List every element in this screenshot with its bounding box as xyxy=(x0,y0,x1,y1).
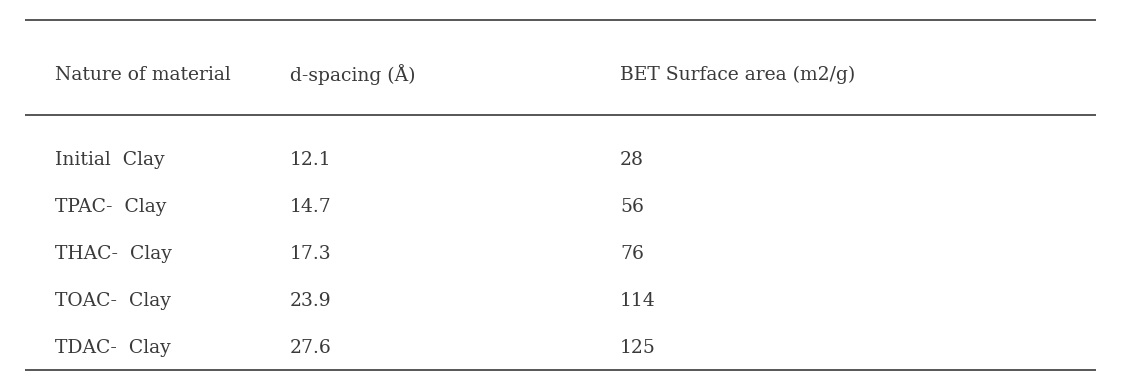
Text: 14.7: 14.7 xyxy=(290,198,332,216)
Text: 23.9: 23.9 xyxy=(290,292,332,310)
Text: Nature of material: Nature of material xyxy=(55,66,231,84)
Text: 12.1: 12.1 xyxy=(290,151,332,169)
Text: TDAC-  Clay: TDAC- Clay xyxy=(55,339,170,357)
Text: BET Surface area (m2/g): BET Surface area (m2/g) xyxy=(620,66,855,84)
Text: TOAC-  Clay: TOAC- Clay xyxy=(55,292,170,310)
Text: d-spacing (Å): d-spacing (Å) xyxy=(290,65,416,86)
Text: 28: 28 xyxy=(620,151,643,169)
Text: 27.6: 27.6 xyxy=(290,339,332,357)
Text: TPAC-  Clay: TPAC- Clay xyxy=(55,198,166,216)
Text: 76: 76 xyxy=(620,245,643,263)
Text: 114: 114 xyxy=(620,292,656,310)
Text: 17.3: 17.3 xyxy=(290,245,332,263)
Text: Initial  Clay: Initial Clay xyxy=(55,151,165,169)
Text: 125: 125 xyxy=(620,339,656,357)
Text: THAC-  Clay: THAC- Clay xyxy=(55,245,172,263)
Text: 56: 56 xyxy=(620,198,643,216)
